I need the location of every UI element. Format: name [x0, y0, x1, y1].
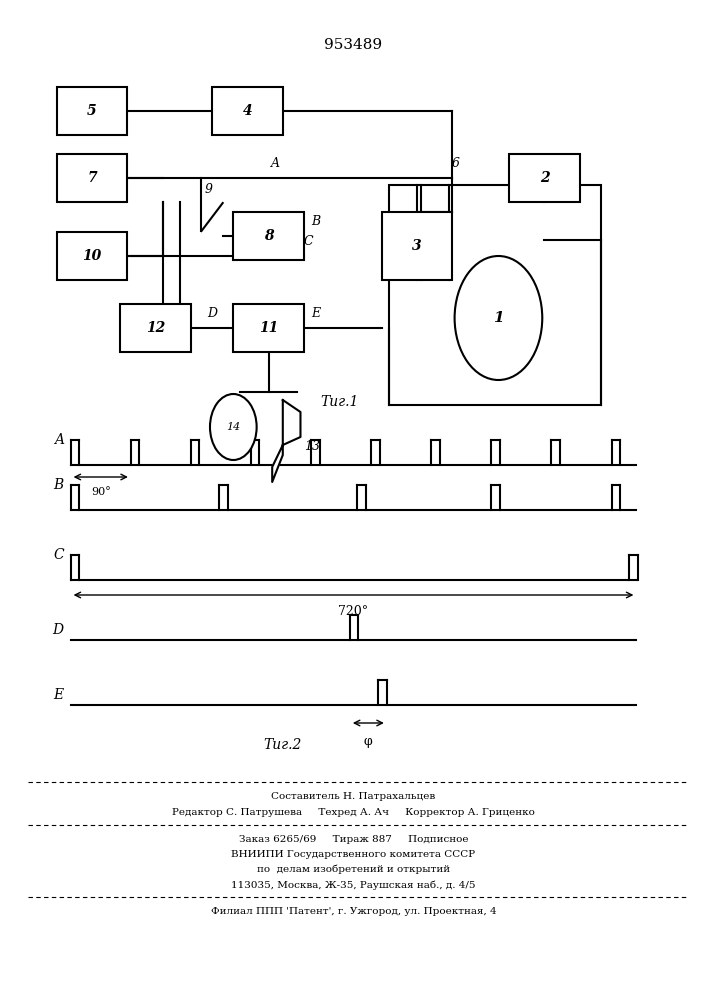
Text: 4: 4	[243, 104, 252, 118]
Bar	[382, 212, 452, 280]
Bar	[120, 304, 191, 352]
Text: D: D	[207, 307, 217, 320]
Text: по  делам изобретений и открытий: по делам изобретений и открытий	[257, 865, 450, 874]
Bar	[57, 87, 127, 135]
Text: 90°: 90°	[91, 487, 110, 497]
Text: 5: 5	[87, 104, 97, 118]
Bar	[212, 87, 283, 135]
Polygon shape	[272, 445, 283, 482]
Bar	[233, 304, 304, 352]
Text: 720°: 720°	[339, 605, 368, 618]
Bar	[57, 154, 127, 202]
Text: C: C	[53, 548, 64, 562]
Text: 12: 12	[146, 321, 165, 335]
Text: E: E	[54, 688, 64, 702]
Text: 13: 13	[304, 440, 320, 454]
Text: 11: 11	[259, 321, 279, 335]
Text: 1: 1	[493, 311, 504, 325]
Text: 6: 6	[452, 157, 460, 170]
Text: 9: 9	[204, 183, 213, 196]
Text: Филиал ППП 'Патент', г. Ужгород, ул. Проектная, 4: Филиал ППП 'Патент', г. Ужгород, ул. Про…	[211, 907, 496, 916]
Text: A: A	[54, 433, 64, 447]
Text: A: A	[271, 157, 280, 170]
Text: D: D	[52, 623, 64, 637]
Circle shape	[210, 394, 257, 460]
Text: 953489: 953489	[325, 38, 382, 52]
Text: E: E	[311, 307, 320, 320]
Text: Τиг.2: Τиг.2	[264, 738, 302, 752]
Text: 113035, Москва, Ж-35, Раушская наб., д. 4/5: 113035, Москва, Ж-35, Раушская наб., д. …	[231, 880, 476, 890]
Text: 3: 3	[412, 239, 422, 253]
Bar	[233, 212, 304, 260]
Text: C: C	[304, 235, 314, 248]
Text: Заказ 6265/69     Тираж 887     Подписное: Заказ 6265/69 Тираж 887 Подписное	[239, 835, 468, 844]
Text: B: B	[54, 478, 64, 492]
Polygon shape	[283, 400, 300, 445]
Bar	[389, 185, 601, 405]
Text: 7: 7	[87, 171, 97, 185]
Circle shape	[455, 256, 542, 380]
Bar	[57, 232, 127, 280]
Text: 10: 10	[82, 249, 102, 263]
Text: ВНИИПИ Государственного комитета СССР: ВНИИПИ Государственного комитета СССР	[231, 850, 476, 859]
Text: 8: 8	[264, 229, 274, 243]
Text: Редактор С. Патрушева     Техред А. Ач     Корректор А. Гриценко: Редактор С. Патрушева Техред А. Ач Корре…	[172, 808, 535, 817]
Bar	[509, 154, 580, 202]
Text: 14: 14	[226, 422, 240, 432]
Text: φ: φ	[364, 735, 373, 748]
Text: Составитель Н. Патрахальцев: Составитель Н. Патрахальцев	[271, 792, 436, 801]
Text: Τиг.1: Τиг.1	[320, 395, 358, 409]
Text: 2: 2	[539, 171, 549, 185]
Text: B: B	[311, 215, 320, 228]
